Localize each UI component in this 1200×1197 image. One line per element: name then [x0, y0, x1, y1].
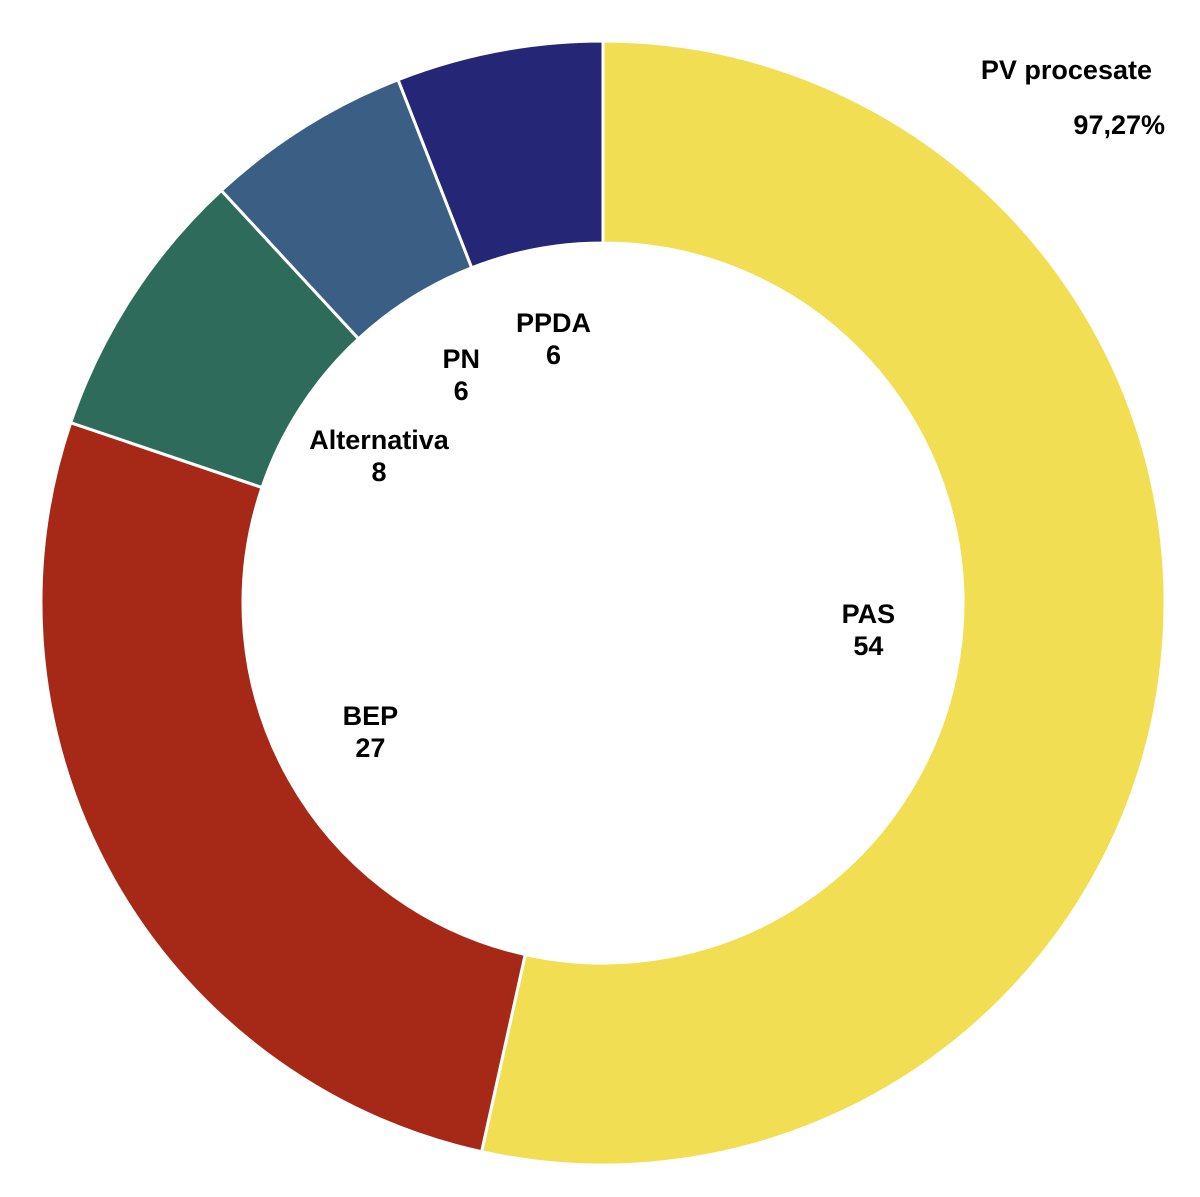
slice-label: Alternativa [309, 425, 450, 455]
slice-label: BEP [343, 701, 399, 731]
slice-label: PAS [842, 599, 896, 629]
value-label: 6 [454, 376, 469, 406]
value-label: 27 [355, 733, 385, 763]
slice [479, 39, 1167, 1167]
value-label: 6 [546, 340, 561, 370]
annotation: 97,27% [1073, 110, 1165, 140]
slice-label: PPDA [516, 308, 591, 338]
value-label: 54 [853, 631, 883, 661]
slice [39, 420, 528, 1154]
subtitle: PV procesate [981, 55, 1152, 85]
value-label: 8 [371, 457, 386, 487]
slice [396, 39, 605, 270]
slice-label: PN [442, 344, 480, 374]
